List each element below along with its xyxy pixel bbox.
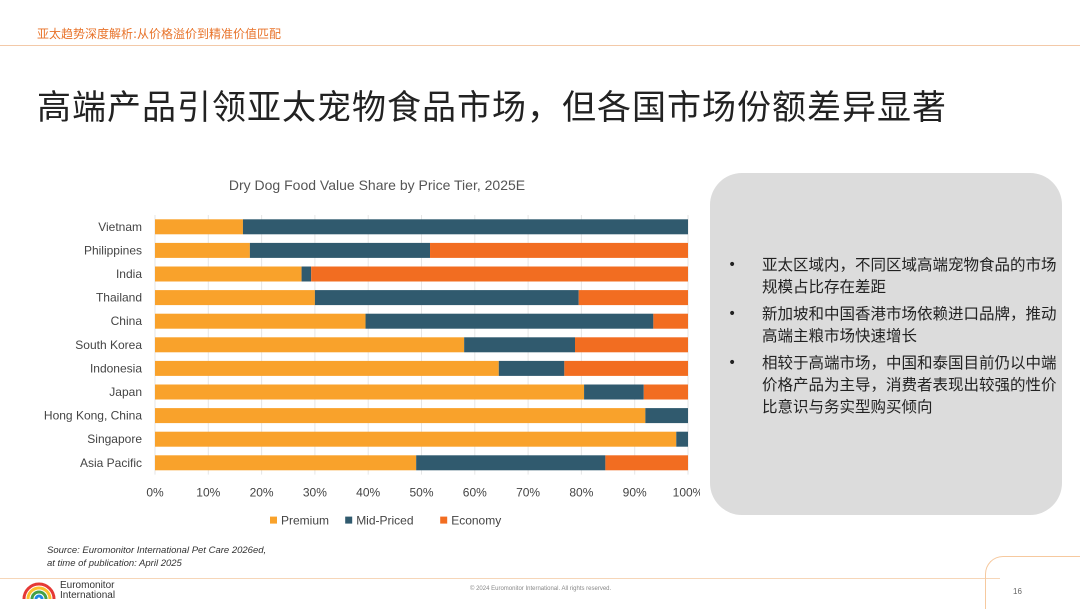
callout-bullet-text: 新加坡和中国香港市场依赖进口品牌，推动高端主粮市场快速增长 xyxy=(762,305,1057,345)
callout-bullet: • 相较于高端市场，中国和泰国目前仍以中端价格产品为主导，消费者表现出较强的性价… xyxy=(728,352,1058,418)
chart-category-label: Singapore xyxy=(87,432,142,446)
legend-swatch-premium xyxy=(270,516,277,524)
legend-label: Premium xyxy=(281,514,329,528)
chart-legend: Premium Mid-Priced Economy xyxy=(270,514,501,528)
chart-bar-mid-priced xyxy=(498,360,565,376)
chart-bar-premium xyxy=(155,384,585,400)
footer-divider xyxy=(0,578,1000,579)
chart-bar-mid-priced xyxy=(314,290,579,306)
chart-bar-premium xyxy=(155,455,417,471)
chart-bar-mid-priced xyxy=(645,408,688,424)
chart-category-label: Indonesia xyxy=(90,361,142,375)
chart-x-tick-label: 10% xyxy=(196,486,220,500)
chart-bar-premium xyxy=(155,360,499,376)
chart-category-label: Philippines xyxy=(84,243,142,257)
chart-x-tick-label: 60% xyxy=(463,486,487,500)
callout-box xyxy=(710,173,1062,515)
source-line-2: at time of publication: April 2025 xyxy=(47,558,182,569)
chart-bar-economy xyxy=(430,242,688,258)
chart-bar-premium xyxy=(155,242,250,258)
chart-x-tick-label: 30% xyxy=(303,486,327,500)
chart-bars xyxy=(155,219,688,471)
chart-x-tick-label: 40% xyxy=(356,486,380,500)
chart-category-labels: Vietnam Philippines India Thailand China Sout… xyxy=(44,220,142,470)
legend-swatch-economy xyxy=(440,516,448,524)
chart-category-label: Asia Pacific xyxy=(80,456,142,470)
copyright-notice: © 2024 Euromonitor International. All ri… xyxy=(470,586,612,592)
chart-bar-mid-priced xyxy=(416,455,606,471)
chart-bar-premium xyxy=(155,290,315,306)
chart-bar-premium xyxy=(155,266,302,282)
chart-category-label: South Korea xyxy=(75,338,142,352)
chart-bar-mid-priced xyxy=(365,313,654,329)
chart-bar-economy xyxy=(643,384,688,400)
logo-text-line-1: Euromonitor xyxy=(60,580,115,591)
chart-bar-mid-priced xyxy=(249,242,431,258)
chart-category-label: India xyxy=(116,267,142,281)
chart-bar-economy xyxy=(564,360,688,376)
legend-label: Mid-Priced xyxy=(356,514,413,528)
source-line-1: Source: Euromonitor International Pet Ca… xyxy=(47,545,267,556)
bullet-dot-icon: • xyxy=(728,355,737,371)
chart-bar-premium xyxy=(155,219,243,235)
chart-title: Dry Dog Food Value Share by Price Tier, … xyxy=(229,177,525,193)
logo-text-line-2: International xyxy=(60,590,116,601)
chart-x-tick-label: 90% xyxy=(623,486,647,500)
chart-bar-economy xyxy=(311,266,688,282)
chart-bar-premium xyxy=(155,431,677,447)
chart-category-label: Vietnam xyxy=(98,220,142,234)
chart-bar-economy xyxy=(575,337,688,353)
chart-x-tick-label: 0% xyxy=(146,486,164,500)
chart-x-tick-label: 70% xyxy=(516,486,540,500)
chart-category-label: China xyxy=(111,314,143,328)
corner-decoration xyxy=(985,556,1080,609)
chart-bar-economy xyxy=(653,313,688,329)
chart-x-tick-label: 20% xyxy=(250,486,274,500)
chart-category-label: Japan xyxy=(109,385,142,399)
slide-title: 高端产品引领亚太宠物食品市场，但各国市场份额差异显著 xyxy=(37,88,947,128)
rainbow-logo-icon xyxy=(22,582,56,600)
header-divider xyxy=(0,45,1080,46)
source-note: Source: Euromonitor International Pet Ca… xyxy=(47,544,266,570)
chart-category-label: Hong Kong, China xyxy=(44,409,142,423)
stacked-bar-chart: Dry Dog Food Value Share by Price Tier, … xyxy=(44,177,700,528)
bullet-dot-icon: • xyxy=(728,306,737,322)
chart-bar-economy xyxy=(578,290,688,306)
chart-x-tick-label: 80% xyxy=(569,486,593,500)
callout-bullet-text: 相较于高端市场，中国和泰国目前仍以中端价格产品为主导，消费者表现出较强的性价比意… xyxy=(762,354,1057,416)
chart-bar-premium xyxy=(155,313,366,329)
callout-bullet: • 新加坡和中国香港市场依赖进口品牌，推动高端主粮市场快速增长 xyxy=(728,303,1058,347)
callout-bullet: • 亚太区域内，不同区域高端宠物食品的市场规模占比存在差距 xyxy=(728,254,1058,298)
chart-x-tick-label: 100% xyxy=(673,486,700,500)
chart-x-tick-label: 50% xyxy=(409,486,433,500)
chart-bar-premium xyxy=(155,337,465,353)
page-number: 16 xyxy=(1013,587,1022,596)
chart-bar-mid-priced xyxy=(676,431,688,447)
chart-bar-mid-priced xyxy=(301,266,312,282)
chart-bar-mid-priced xyxy=(584,384,644,400)
chart-bar-mid-priced xyxy=(242,219,688,235)
euromonitor-logo: Euromonitor International xyxy=(22,581,115,601)
legend-swatch-mid-priced xyxy=(345,516,353,524)
callout-bullet-text: 亚太区域内，不同区域高端宠物食品的市场规模占比存在差距 xyxy=(762,256,1057,296)
chart-x-tick-labels: 0% 10% 20% 30% 40% 50% 60% 70% 80% 90% 100% xyxy=(146,486,700,500)
legend-label: Economy xyxy=(451,514,501,528)
bullet-dot-icon: • xyxy=(728,257,737,273)
chart-bar-economy xyxy=(605,455,688,471)
chart-category-label: Thailand xyxy=(96,291,142,305)
chart-bar-mid-priced xyxy=(464,337,576,353)
chart-bar-premium xyxy=(155,408,646,424)
callout-bullets: • 亚太区域内，不同区域高端宠物食品的市场规模占比存在差距 • 新加坡和中国香港… xyxy=(728,254,1058,423)
header-tag: 亚太趋势深度解析:从价格溢价到精准价值匹配 xyxy=(37,27,282,41)
